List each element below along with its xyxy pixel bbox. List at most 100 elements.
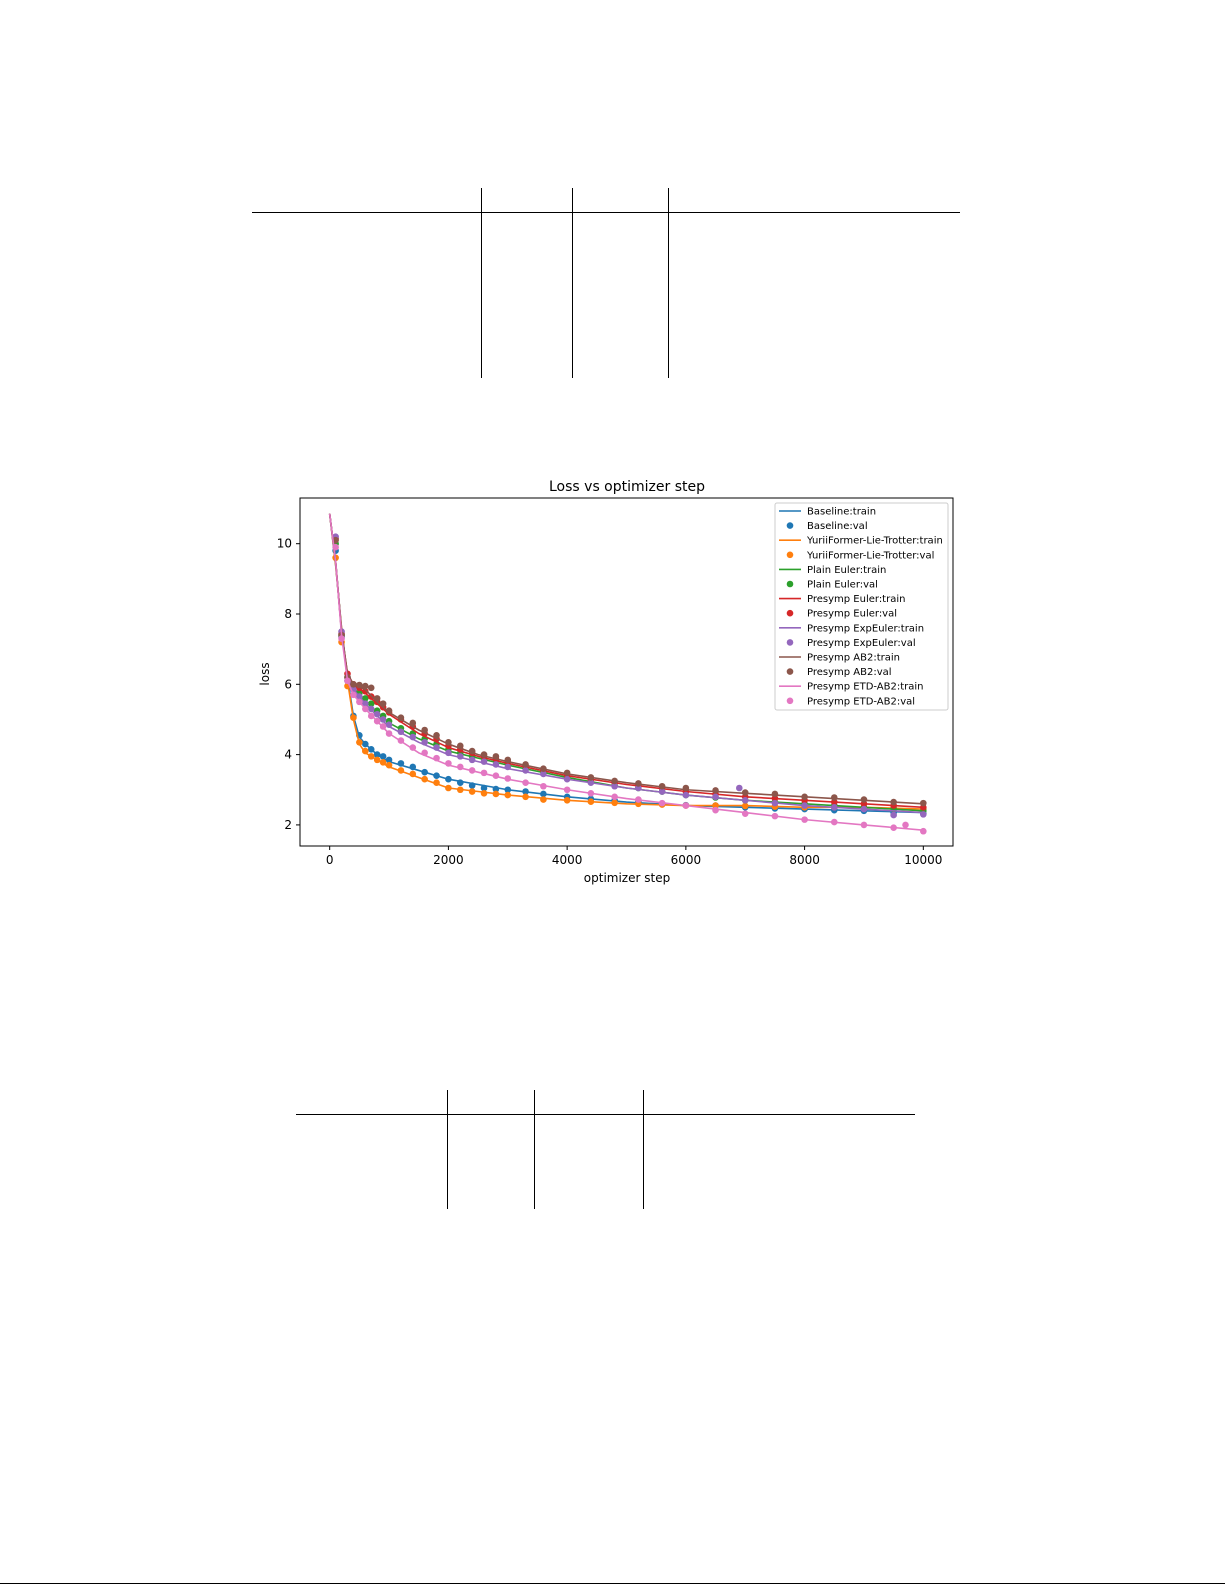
val-point bbox=[468, 782, 476, 789]
val-point bbox=[712, 806, 719, 814]
val-point bbox=[373, 695, 381, 702]
val-point bbox=[504, 763, 512, 771]
val-point bbox=[367, 753, 375, 760]
val-point bbox=[379, 723, 387, 730]
val-point bbox=[397, 728, 405, 736]
table-upper-column-divider bbox=[572, 188, 573, 378]
val-point bbox=[409, 770, 417, 778]
val-point bbox=[362, 700, 369, 707]
x-tick-label: 6000 bbox=[671, 853, 702, 867]
table-upper-column-divider bbox=[481, 188, 482, 378]
val-point bbox=[409, 763, 417, 771]
val-point bbox=[920, 827, 927, 835]
val-point bbox=[504, 791, 512, 799]
val-point bbox=[362, 695, 369, 702]
legend-label: Presymp ETD-AB2:val bbox=[807, 696, 915, 707]
val-point bbox=[373, 717, 381, 725]
val-point bbox=[540, 770, 547, 778]
val-point bbox=[421, 739, 428, 746]
val-point bbox=[373, 710, 381, 718]
val-point bbox=[563, 769, 571, 777]
val-point bbox=[397, 714, 405, 721]
val-point bbox=[712, 787, 719, 794]
val-point bbox=[522, 793, 529, 801]
val-point bbox=[338, 635, 345, 642]
val-point bbox=[492, 790, 500, 798]
x-tick-label: 8000 bbox=[789, 853, 820, 867]
table-lower-column-divider bbox=[534, 1090, 535, 1209]
page-bottom-rule bbox=[0, 1583, 1225, 1584]
x-tick-label: 2000 bbox=[433, 853, 464, 867]
val-point bbox=[540, 790, 547, 798]
legend-entry: Presymp AB2:val bbox=[786, 667, 892, 678]
val-point bbox=[890, 811, 897, 819]
val-point bbox=[445, 775, 452, 783]
val-point bbox=[362, 740, 369, 748]
val-point bbox=[801, 793, 808, 801]
legend-label: Presymp AB2:train bbox=[807, 653, 900, 664]
val-point bbox=[611, 799, 618, 807]
val-point bbox=[397, 737, 405, 744]
legend-label: Presymp Euler:val bbox=[807, 609, 897, 620]
val-point bbox=[433, 754, 440, 762]
legend-label: YuriiFormer-Lie-Trotter:val bbox=[806, 550, 934, 561]
legend-label: Presymp ExpEuler:val bbox=[807, 638, 916, 649]
y-tick-label: 2 bbox=[284, 818, 292, 832]
val-point bbox=[456, 763, 464, 771]
legend-entry: Plain Euler:train bbox=[779, 565, 886, 576]
legend-entry: Presymp ExpEuler:train bbox=[779, 623, 924, 634]
val-point bbox=[920, 811, 927, 818]
val-point bbox=[741, 789, 749, 796]
val-point bbox=[433, 772, 440, 779]
legend-label: Baseline:train bbox=[807, 507, 876, 518]
table-lower-column-divider bbox=[643, 1090, 644, 1209]
val-point bbox=[445, 784, 452, 792]
val-point bbox=[362, 705, 369, 713]
val-point bbox=[504, 756, 512, 764]
val-point bbox=[445, 739, 452, 746]
legend-entry: Presymp ETD-AB2:train bbox=[779, 682, 924, 693]
val-point bbox=[350, 714, 357, 721]
legend-entry: Presymp ExpEuler:val bbox=[786, 638, 916, 649]
val-point bbox=[682, 802, 690, 809]
val-point bbox=[741, 810, 749, 817]
val-point bbox=[480, 789, 488, 797]
x-tick-label: 10000 bbox=[904, 853, 942, 867]
y-tick-label: 10 bbox=[277, 537, 292, 551]
legend-label: Presymp Euler:train bbox=[807, 594, 905, 605]
val-point bbox=[379, 716, 387, 723]
val-point bbox=[522, 788, 529, 795]
legend-entry: YuriiFormer-Lie-Trotter:val bbox=[786, 550, 934, 561]
val-point bbox=[385, 756, 393, 764]
val-point bbox=[480, 758, 488, 765]
legend-label: Baseline:val bbox=[807, 521, 868, 532]
val-point bbox=[362, 682, 369, 690]
val-point bbox=[367, 705, 375, 713]
legend-entry: Presymp AB2:train bbox=[779, 653, 900, 664]
val-point bbox=[409, 744, 417, 751]
val-point bbox=[409, 733, 417, 741]
val-point bbox=[522, 761, 529, 768]
val-point bbox=[367, 684, 375, 692]
val-point bbox=[830, 804, 838, 811]
val-point bbox=[385, 721, 393, 729]
val-point bbox=[771, 799, 779, 807]
y-tick-label: 6 bbox=[284, 677, 292, 691]
val-point bbox=[563, 786, 571, 794]
val-point bbox=[635, 780, 642, 787]
table-lower-top-rule bbox=[296, 1114, 915, 1115]
val-point bbox=[385, 707, 393, 714]
val-point bbox=[801, 816, 808, 823]
legend-marker-swatch bbox=[786, 609, 794, 617]
val-point bbox=[492, 785, 500, 793]
legend: Baseline:train Baseline:val YuriiFormer-Li… bbox=[774, 502, 949, 711]
legend-label: Presymp ETD-AB2:train bbox=[807, 682, 924, 693]
legend-marker-swatch bbox=[786, 580, 794, 588]
plot-frame bbox=[299, 497, 954, 847]
val-point bbox=[445, 760, 452, 767]
legend-entry: Baseline:val bbox=[786, 521, 868, 532]
val-point bbox=[468, 788, 476, 795]
val-point bbox=[712, 802, 719, 809]
val-point bbox=[350, 691, 357, 699]
val-point bbox=[860, 805, 868, 813]
